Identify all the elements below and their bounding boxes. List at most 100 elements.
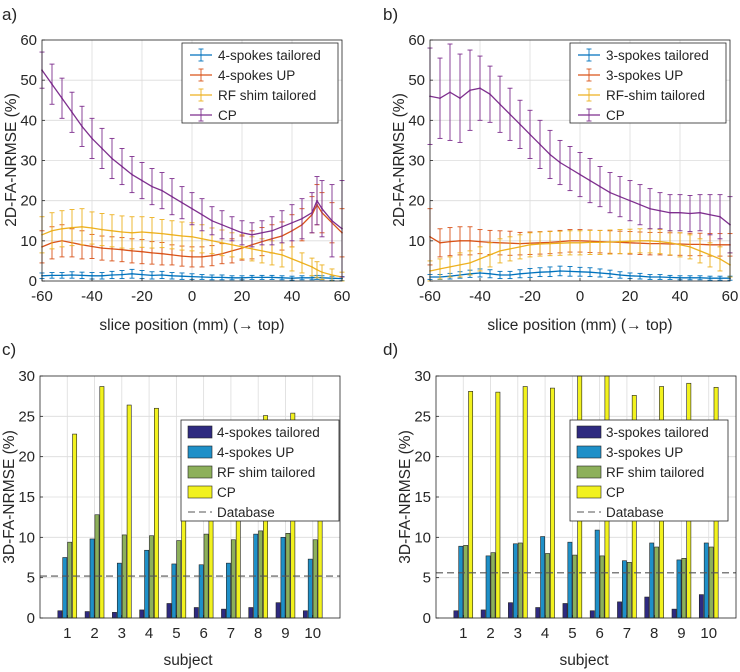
series-line bbox=[41, 273, 343, 280]
x-tick-label: 9 bbox=[281, 625, 289, 642]
y-tick-label: 25 bbox=[18, 408, 35, 425]
y-tick-label: 15 bbox=[18, 489, 35, 506]
legend-box bbox=[181, 42, 339, 124]
bar bbox=[112, 612, 117, 619]
bar bbox=[89, 538, 95, 619]
y-axis-label: 3D-FA-NRMSE (%) bbox=[397, 430, 414, 563]
series-line bbox=[41, 69, 343, 236]
bar bbox=[550, 387, 555, 619]
bar bbox=[617, 601, 622, 619]
legend-label: CP bbox=[606, 108, 625, 123]
x-tick-label: 8 bbox=[254, 625, 262, 642]
bar bbox=[116, 562, 122, 619]
x-tick-label: 0 bbox=[188, 288, 196, 305]
series-line bbox=[429, 87, 731, 226]
panel-label: a) bbox=[2, 5, 17, 24]
bar bbox=[567, 541, 573, 619]
x-tick-label: -20 bbox=[131, 288, 153, 305]
y-tick-label: 30 bbox=[18, 368, 35, 385]
x-tick-label: 3 bbox=[514, 625, 522, 642]
legend-label: RF shim tailored bbox=[606, 465, 704, 480]
y-tick-label: 10 bbox=[20, 233, 37, 250]
bar bbox=[562, 603, 568, 619]
y-tick-label: 10 bbox=[18, 529, 35, 546]
y-axis-label: 2D-FA-NRMSE (%) bbox=[391, 93, 408, 226]
bar bbox=[463, 545, 469, 619]
bar bbox=[171, 563, 177, 619]
series-line bbox=[41, 226, 343, 278]
legend-label: 4-spokes UP bbox=[217, 445, 294, 460]
legend: 4-spokes tailored 4-spokes UP RF shim tail… bbox=[181, 42, 339, 124]
legend-label: 3-spokes tailored bbox=[606, 425, 709, 440]
x-tick-label: 10 bbox=[304, 625, 321, 642]
y-tick-label: 25 bbox=[414, 408, 431, 425]
bar bbox=[166, 603, 172, 619]
legend-label: 4-spokes UP bbox=[218, 68, 295, 83]
x-tick-label: 1 bbox=[459, 625, 467, 642]
series-line bbox=[41, 203, 343, 258]
y-tick-label: 10 bbox=[408, 233, 425, 250]
series-line bbox=[430, 270, 730, 279]
x-tick-label: 40 bbox=[672, 288, 689, 305]
y-tick-label: 20 bbox=[414, 449, 431, 466]
bar bbox=[522, 386, 528, 619]
bar bbox=[144, 549, 150, 619]
x-tick-label: 6 bbox=[595, 625, 603, 642]
legend-label: RF shim tailored bbox=[217, 465, 315, 480]
legend-swatch bbox=[576, 465, 602, 479]
series-4 bbox=[427, 43, 733, 254]
bar bbox=[226, 562, 231, 619]
legend-swatch bbox=[576, 485, 602, 499]
bar bbox=[698, 594, 704, 619]
bar bbox=[67, 541, 73, 619]
bar bbox=[312, 539, 318, 619]
x-tick-label: 4 bbox=[145, 625, 153, 642]
y-tick-label: 30 bbox=[414, 368, 431, 385]
y-tick-label: 0 bbox=[27, 610, 35, 627]
bar bbox=[149, 535, 154, 619]
legend-label: 4-spokes tailored bbox=[218, 48, 321, 63]
bar bbox=[512, 543, 518, 619]
bar bbox=[139, 609, 145, 619]
bar bbox=[508, 602, 513, 619]
y-tick-label: 0 bbox=[29, 273, 37, 290]
y-tick-label: 20 bbox=[20, 193, 37, 210]
x-axis-label: slice position (mm) (→ top) bbox=[487, 317, 672, 334]
y-tick-label: 5 bbox=[423, 570, 431, 587]
legend: 4-spokes tailored 4-spokes UP RF shim tail… bbox=[180, 419, 340, 522]
x-tick-label: 9 bbox=[677, 625, 685, 642]
y-tick-label: 50 bbox=[20, 72, 37, 89]
x-axis-label: slice position (mm) (→ top) bbox=[99, 317, 284, 334]
legend-swatch bbox=[187, 485, 213, 499]
panel-b: b) 0 10 20 30 40 50 60 -60 -40 -20 0 20 40 60 3-spoke… bbox=[383, 5, 738, 334]
bar bbox=[626, 562, 632, 619]
x-tick-label: -60 bbox=[419, 288, 441, 305]
bar bbox=[649, 542, 655, 619]
bar bbox=[307, 558, 313, 619]
x-tick-label: -40 bbox=[81, 288, 103, 305]
legend-swatch bbox=[576, 425, 602, 439]
series-1 bbox=[427, 265, 733, 281]
bar bbox=[458, 545, 464, 619]
x-tick-label: 8 bbox=[650, 625, 658, 642]
x-tick-label: 40 bbox=[284, 288, 301, 305]
legend-label: CP bbox=[218, 108, 237, 123]
bar bbox=[490, 552, 496, 619]
bar bbox=[99, 386, 105, 619]
legend-swatch bbox=[187, 465, 213, 479]
x-tick-label: 5 bbox=[568, 625, 576, 642]
legend-label: 3-spokes UP bbox=[606, 68, 683, 83]
bar bbox=[671, 608, 677, 619]
legend-box bbox=[569, 42, 727, 124]
y-tick-label: 10 bbox=[414, 529, 431, 546]
bar bbox=[94, 514, 100, 619]
bar bbox=[703, 542, 709, 619]
y-tick-label: 30 bbox=[408, 153, 425, 170]
bar bbox=[57, 610, 63, 619]
y-tick-label: 50 bbox=[408, 72, 425, 89]
x-axis-label: subject bbox=[559, 652, 609, 669]
x-tick-label: 4 bbox=[541, 625, 549, 642]
x-tick-label: -20 bbox=[519, 288, 541, 305]
bar bbox=[84, 611, 90, 619]
